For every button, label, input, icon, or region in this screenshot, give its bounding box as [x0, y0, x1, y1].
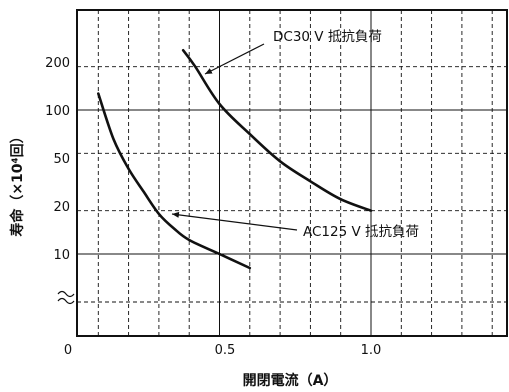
annotation-leader-ac125v: [171, 211, 298, 231]
y-axis-break-symbol: [57, 290, 75, 305]
y-tick-labels: 10 20 50 100 200: [45, 56, 70, 263]
annotation-label-dc30v: DC30 V 抵抗負荷: [273, 29, 382, 45]
x-tick-labels: 0 0.5 1.0: [64, 343, 381, 358]
y-tick-label-20: 20: [53, 200, 70, 215]
series-curve-ac125v: [97, 92, 252, 270]
y-tick-label-100: 100: [45, 104, 70, 119]
plot-frame: [76, 9, 508, 337]
annotation-leader-dc30v: [204, 43, 265, 75]
annotation-label-ac125v: AC125 V 抵抗負荷: [303, 224, 419, 240]
x-tick-label-0: 0: [64, 343, 72, 358]
series-curves: [97, 48, 373, 270]
y-tick-label-50: 50: [53, 152, 70, 167]
y-axis-title: 寿命（×10⁴回）: [9, 129, 26, 236]
x-axis-title: 開閉電流（A）: [243, 372, 338, 389]
grid-lines: [77, 10, 507, 336]
y-tick-label-200: 200: [45, 56, 70, 71]
y-tick-label-10: 10: [53, 248, 70, 263]
annotations: DC30 V 抵抗負荷 AC125 V 抵抗負荷: [171, 29, 419, 240]
x-tick-label-1-0: 1.0: [361, 343, 382, 358]
x-tick-label-0-5: 0.5: [215, 343, 236, 358]
series-curve-dc30v: [181, 48, 373, 212]
